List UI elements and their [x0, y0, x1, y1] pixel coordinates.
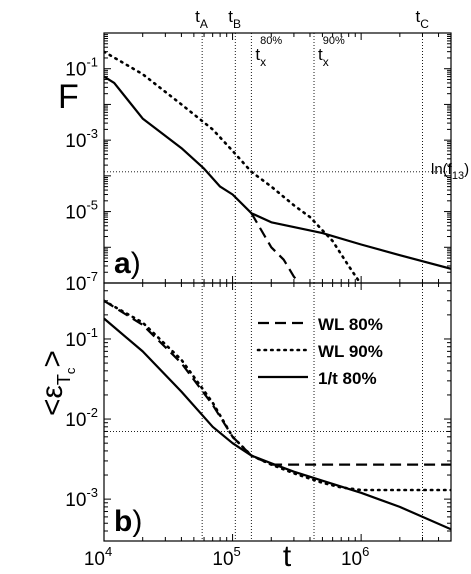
panel-label: b) [114, 505, 142, 538]
crossover-marker-label: tx 80% [255, 35, 282, 69]
series-group [104, 299, 451, 531]
tick-base: 10 [65, 410, 86, 431]
tick-base: 10 [212, 549, 233, 570]
tick-exponent: 4 [105, 544, 112, 559]
y-tick-label: 10-1 [65, 325, 98, 351]
x-tick-label: 104 [84, 544, 112, 570]
hline-label-sub: 13 [452, 170, 464, 182]
ylabel-sub-c: c [63, 367, 78, 374]
panel-letter: a [114, 247, 131, 280]
plot-frame [103, 32, 452, 284]
tick-base: 10 [341, 549, 362, 570]
tick-exponent: -5 [86, 198, 98, 213]
x-axis-label: t [283, 540, 292, 573]
marker-sup: 80% [260, 35, 282, 47]
ylabel-close: > [36, 350, 69, 368]
y-axis-label: <εTc> [36, 350, 78, 416]
legend-label: WL 90% [318, 342, 383, 361]
tick-exponent: -7 [86, 269, 98, 284]
top-marker-label: tA [195, 7, 208, 31]
y-tick-label: 10-5 [65, 198, 98, 224]
ylabel-epsilon: ε [36, 385, 69, 398]
marker-main: t [228, 7, 233, 26]
series-group [104, 50, 451, 283]
panel-paren: ) [132, 505, 142, 538]
marker-main: t [255, 45, 260, 64]
hline-label: ln(f13) [431, 161, 469, 182]
series-line-dotted [104, 50, 360, 282]
panel-label: a) [114, 247, 141, 280]
tick-exponent: -3 [86, 126, 98, 141]
marker-main: t [195, 7, 200, 26]
marker-sub: A [200, 17, 208, 31]
y-tick-label: 10-2 [65, 405, 98, 431]
series-line-dashed [250, 212, 301, 283]
tick-exponent: -2 [86, 405, 98, 420]
y-tick-label: 10-3 [65, 485, 98, 511]
marker-sub: x [323, 55, 329, 69]
marker-sup: 90% [323, 35, 345, 47]
y-axis-label: F [58, 78, 79, 116]
marker-main: t [415, 7, 420, 26]
marker-sub: B [233, 17, 241, 31]
panel-letter: b [114, 505, 132, 538]
marker-sub: x [260, 55, 266, 69]
tick-exponent: 5 [234, 544, 241, 559]
crossover-marker-label: tx 90% [318, 35, 345, 69]
legend-label: 1/t 80% [318, 369, 377, 388]
tick-base: 10 [65, 60, 86, 81]
tick-base: 10 [84, 549, 105, 570]
series-line-dashed [104, 299, 451, 466]
hline-label-close: ) [464, 161, 469, 178]
ylabel-sub-T: T [54, 374, 74, 385]
tick-base: 10 [65, 330, 86, 351]
tick-base: 10 [65, 203, 86, 224]
panel-paren: ) [131, 247, 141, 280]
y-tick-label: 10-1 [65, 55, 98, 81]
tick-base: 10 [65, 490, 86, 511]
x-tick-label: 106 [341, 544, 369, 570]
series-line-dotted [104, 299, 451, 492]
top-marker-label: tC [415, 7, 429, 31]
tick-exponent: -3 [86, 485, 98, 500]
x-tick-label: 105 [212, 544, 240, 570]
ylabel-open: < [36, 398, 69, 416]
series-line-solid [104, 75, 451, 270]
tick-base: 10 [65, 131, 86, 152]
legend-label: WL 80% [318, 315, 383, 334]
tick-base: 10 [65, 274, 86, 295]
top-marker-label: tB [228, 7, 241, 31]
y-tick-label: 10-3 [65, 126, 98, 152]
tick-exponent: -1 [86, 325, 98, 340]
hline-label-main: ln(f [431, 161, 453, 178]
marker-sub: C [420, 17, 429, 31]
marker-main: t [318, 45, 323, 64]
plot-frame [103, 282, 452, 542]
panel-a: 10-710-510-310-1ln(f13)a)FtA tB tCtx80%tx9… [58, 7, 469, 295]
tick-exponent: -1 [86, 55, 98, 70]
tick-exponent: 6 [362, 544, 369, 559]
y-tick-label: 10-7 [65, 269, 98, 295]
